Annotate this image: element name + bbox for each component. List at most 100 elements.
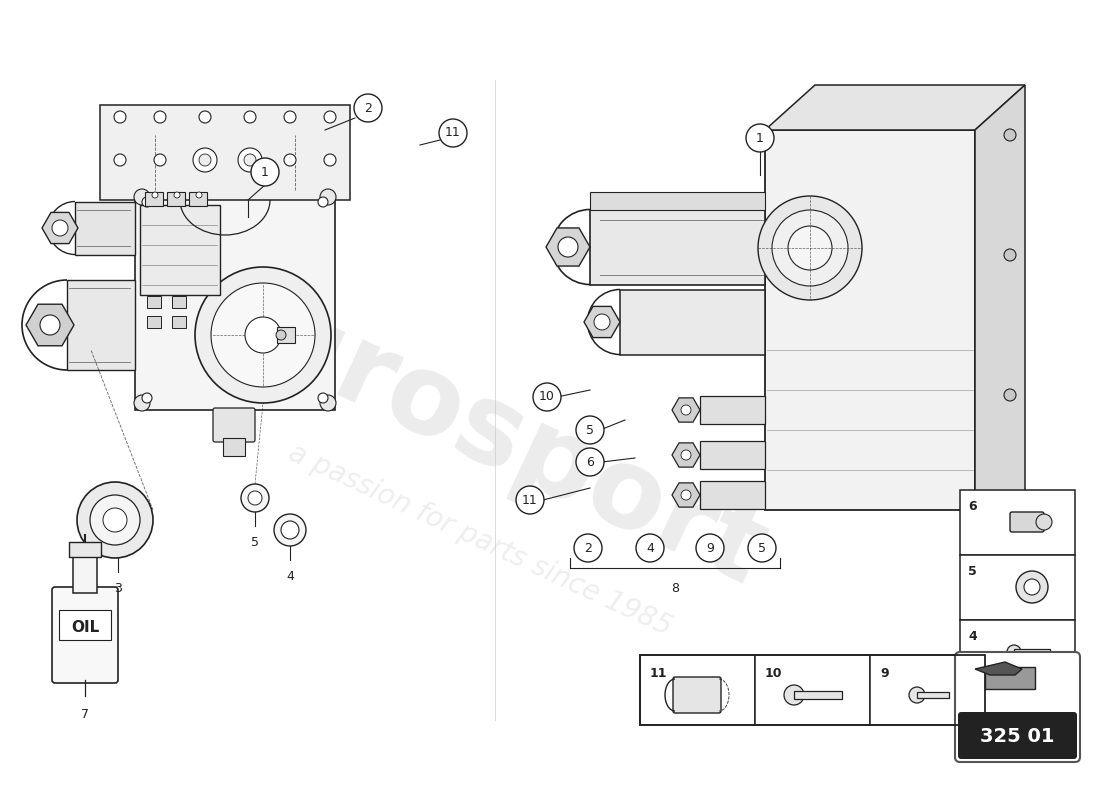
Polygon shape xyxy=(975,85,1025,510)
FancyBboxPatch shape xyxy=(135,190,336,410)
Polygon shape xyxy=(672,443,700,467)
Text: 6: 6 xyxy=(968,500,977,513)
FancyBboxPatch shape xyxy=(870,655,984,725)
FancyBboxPatch shape xyxy=(69,542,101,557)
FancyBboxPatch shape xyxy=(960,620,1075,685)
FancyBboxPatch shape xyxy=(145,192,163,206)
Text: 9: 9 xyxy=(880,667,889,680)
Circle shape xyxy=(681,490,691,500)
Circle shape xyxy=(324,111,336,123)
FancyBboxPatch shape xyxy=(755,655,870,725)
Polygon shape xyxy=(67,280,135,370)
Circle shape xyxy=(576,448,604,476)
Circle shape xyxy=(276,330,286,340)
Text: 3: 3 xyxy=(114,582,122,595)
Circle shape xyxy=(636,534,664,562)
Circle shape xyxy=(324,154,336,166)
Circle shape xyxy=(558,237,578,257)
Text: 5: 5 xyxy=(758,542,766,554)
Text: 11: 11 xyxy=(522,494,538,506)
Circle shape xyxy=(211,283,315,387)
Circle shape xyxy=(245,317,280,353)
Polygon shape xyxy=(584,306,620,338)
Circle shape xyxy=(1036,514,1052,530)
FancyBboxPatch shape xyxy=(100,105,350,200)
Circle shape xyxy=(52,220,68,236)
Polygon shape xyxy=(42,213,78,243)
Circle shape xyxy=(784,685,804,705)
FancyBboxPatch shape xyxy=(955,652,1080,762)
Text: 5: 5 xyxy=(586,423,594,437)
FancyBboxPatch shape xyxy=(960,555,1075,620)
Text: 10: 10 xyxy=(539,390,554,403)
FancyBboxPatch shape xyxy=(189,192,207,206)
Polygon shape xyxy=(764,85,1025,130)
Circle shape xyxy=(788,226,832,270)
Text: 7: 7 xyxy=(81,708,89,721)
Circle shape xyxy=(199,111,211,123)
Polygon shape xyxy=(590,210,764,285)
Polygon shape xyxy=(620,290,764,355)
Text: 11: 11 xyxy=(650,667,668,680)
Circle shape xyxy=(103,508,127,532)
Text: 5: 5 xyxy=(968,565,977,578)
Circle shape xyxy=(1024,579,1040,595)
Circle shape xyxy=(174,192,180,198)
Circle shape xyxy=(284,111,296,123)
Text: 4: 4 xyxy=(968,630,977,643)
Circle shape xyxy=(574,534,602,562)
FancyBboxPatch shape xyxy=(167,192,185,206)
FancyBboxPatch shape xyxy=(958,712,1077,759)
Circle shape xyxy=(114,154,126,166)
Circle shape xyxy=(594,314,610,330)
Circle shape xyxy=(534,383,561,411)
Text: 1: 1 xyxy=(756,131,763,145)
FancyBboxPatch shape xyxy=(700,441,764,469)
Circle shape xyxy=(134,395,150,411)
Circle shape xyxy=(238,148,262,172)
Circle shape xyxy=(195,267,331,403)
Text: 8: 8 xyxy=(671,582,679,595)
Circle shape xyxy=(1006,645,1021,659)
Circle shape xyxy=(909,687,925,703)
Circle shape xyxy=(681,405,691,415)
FancyBboxPatch shape xyxy=(213,408,255,442)
Circle shape xyxy=(681,450,691,460)
Circle shape xyxy=(134,189,150,205)
Circle shape xyxy=(154,111,166,123)
Text: 6: 6 xyxy=(586,455,594,469)
Text: 325 01: 325 01 xyxy=(980,726,1054,746)
Circle shape xyxy=(439,119,468,147)
Circle shape xyxy=(576,416,604,444)
FancyBboxPatch shape xyxy=(700,481,764,509)
Circle shape xyxy=(142,197,152,207)
Circle shape xyxy=(77,482,153,558)
FancyBboxPatch shape xyxy=(700,396,764,424)
Circle shape xyxy=(244,111,256,123)
Circle shape xyxy=(154,154,166,166)
FancyBboxPatch shape xyxy=(172,316,186,328)
FancyBboxPatch shape xyxy=(59,610,111,640)
Circle shape xyxy=(516,486,544,514)
Polygon shape xyxy=(975,662,1022,675)
FancyBboxPatch shape xyxy=(640,655,755,725)
Text: eurosport: eurosport xyxy=(178,251,782,609)
Polygon shape xyxy=(590,192,764,210)
Circle shape xyxy=(1016,571,1048,603)
Text: 1: 1 xyxy=(261,166,268,178)
Circle shape xyxy=(320,395,336,411)
Text: 11: 11 xyxy=(446,126,461,139)
FancyBboxPatch shape xyxy=(673,677,720,713)
Circle shape xyxy=(318,393,328,403)
Text: 2: 2 xyxy=(584,542,592,554)
Circle shape xyxy=(280,521,299,539)
Polygon shape xyxy=(546,228,590,266)
FancyBboxPatch shape xyxy=(960,490,1075,555)
FancyBboxPatch shape xyxy=(1010,512,1044,532)
Circle shape xyxy=(40,315,60,335)
FancyBboxPatch shape xyxy=(223,438,245,456)
Text: 10: 10 xyxy=(764,667,782,680)
Circle shape xyxy=(1004,504,1016,516)
FancyBboxPatch shape xyxy=(794,691,842,699)
FancyBboxPatch shape xyxy=(172,296,186,308)
